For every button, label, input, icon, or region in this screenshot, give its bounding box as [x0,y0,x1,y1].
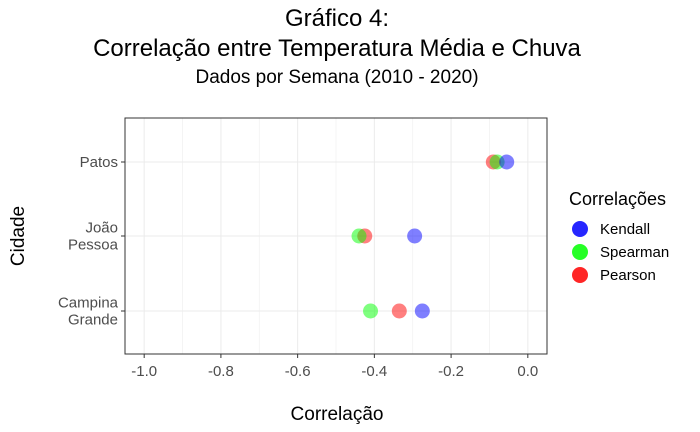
legend-label-pearson: Pearson [600,267,656,284]
x-axis-title: Correlação [291,404,384,425]
data-point-kendall [407,228,423,244]
legend-key-spearman [572,244,588,260]
y-tick-label: Patos [80,154,118,171]
y-axis-title: Cidade [8,206,29,266]
data-point-kendall [499,154,515,170]
data-points [351,154,515,319]
chart-subtitle: Dados por Semana (2010 - 2020) [195,67,478,88]
chart-titles: Gráfico 4: Correlação entre Temperatura … [93,5,581,88]
x-tick-label: -0.2 [438,363,464,380]
x-tick-label: -0.6 [285,363,311,380]
legend-title: Correlações [569,189,666,209]
data-point-kendall [414,303,430,319]
x-axis: -1.0 -0.8 -0.6 -0.4 -0.2 0.0 [131,354,538,380]
y-tick-label: Campina [58,295,119,312]
legend-key-kendall [572,221,588,237]
chart-title-line-2: Correlação entre Temperatura Média e Chu… [93,35,581,62]
legend-label-kendall: Kendall [600,221,650,238]
data-point-spearman [363,303,379,319]
legend-key-pearson [572,267,588,283]
grid-lines [125,118,547,354]
legend-label-spearman: Spearman [600,244,669,261]
data-point-pearson [391,303,407,319]
y-tick-label: Pessoa [68,237,119,254]
y-tick-label: Grande [68,312,118,329]
legend: Correlações Kendall Spearman Pearson [569,189,669,284]
x-tick-label: -1.0 [131,363,157,380]
x-tick-label: -0.8 [208,363,234,380]
data-point-spearman [351,228,367,244]
x-tick-label: -0.4 [361,363,387,380]
y-tick-label: João [85,220,118,237]
x-tick-label: 0.0 [517,363,538,380]
chart-title-line-1: Gráfico 4: [285,5,389,32]
